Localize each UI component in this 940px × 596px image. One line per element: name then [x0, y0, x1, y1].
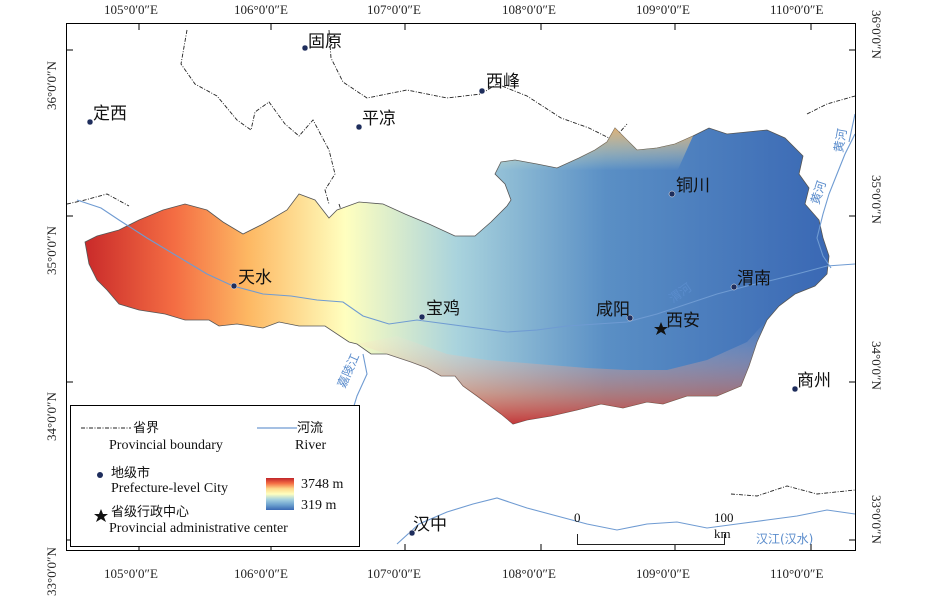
lon-tick-top-1: 105°0′0″E [104, 2, 158, 17]
lon-tick-bottom-4: 108°0′0″E [502, 566, 556, 581]
city-dot-dingxi [86, 118, 94, 126]
city-label-hanzhong: 汉中 [413, 515, 447, 535]
legend-capital-cn: 省级行政中心 [111, 505, 190, 520]
city-dot-shangzhou [791, 385, 799, 393]
lat-tick-left-1: 36°0′0″N [44, 61, 59, 110]
river-label-hanjiang: 汉江(汉水) [756, 532, 814, 546]
city-label-tianshui: 天水 [238, 268, 272, 288]
legend-river-cn: 河流 [297, 421, 324, 436]
city-dot-xianyang [626, 314, 634, 322]
city-label-pingliang: 平凉 [362, 109, 396, 129]
city-dot-hanzhong [408, 529, 416, 537]
legend-city-cn: 地级市 [111, 466, 151, 481]
legend-boundary-cn: 省界 [133, 421, 160, 436]
lon-tick-bottom-1: 105°0′0″E [104, 566, 158, 581]
city-dot-xifeng [478, 87, 486, 95]
scale-bar-line [577, 534, 725, 545]
lon-tick-top-3: 107°0′0″E [367, 2, 421, 17]
legend-capital-star [94, 509, 108, 522]
loess-plateau [491, 128, 693, 234]
lat-tick-left-4: 33°0′0″N [44, 547, 59, 596]
capital-star-xian [654, 322, 668, 335]
lat-tick-right-4: 33°0′0″N [869, 495, 884, 544]
city-label-xianyang: 咸阳 [596, 300, 630, 320]
lon-tick-bottom-6: 110°0′0″E [770, 566, 824, 581]
city-dot-pingliang [355, 123, 363, 131]
lon-tick-top-5: 109°0′0″E [636, 2, 690, 17]
city-dot-weinan [730, 283, 738, 291]
lat-tick-right-1: 36°0′0″N [869, 10, 884, 59]
legend-city-dot [97, 472, 103, 478]
frame-ticks [67, 24, 855, 550]
legend-symbols [81, 427, 297, 522]
city-label-guyuan: 固原 [308, 32, 342, 52]
lat-tick-right-3: 34°0′0″N [869, 341, 884, 390]
city-label-weinan: 渭南 [737, 269, 771, 289]
city-dot-tongchuan [668, 190, 676, 198]
elevation-map [67, 24, 855, 550]
city-label-dingxi: 定西 [93, 104, 127, 124]
lat-tick-left-3: 34°0′0″N [44, 392, 59, 441]
lat-tick-left-2: 35°0′0″N [44, 226, 59, 275]
city-label-xian: 西安 [666, 311, 700, 331]
legend-elev-max: 3748 m [301, 477, 344, 492]
scale-end-label: 100 km [714, 510, 734, 541]
map-legend: 省界 Provincial boundary 河流 River 地级市 Pref… [70, 405, 360, 547]
lon-tick-bottom-2: 106°0′0″E [234, 566, 288, 581]
legend-capital-en: Provincial administrative center [109, 521, 288, 536]
legend-elev-min: 319 m [301, 498, 337, 513]
scale-bar: 0 100 km [574, 510, 736, 550]
city-label-shangzhou: 商州 [797, 371, 831, 391]
elevation-color-ramp [266, 478, 294, 510]
city-dot-baoji [418, 313, 426, 321]
lon-tick-bottom-5: 109°0′0″E [636, 566, 690, 581]
city-dots [86, 44, 799, 537]
city-dot-guyuan [301, 44, 309, 52]
scale-start-label: 0 [574, 510, 581, 525]
rivers [76, 113, 855, 545]
qinling-mountains [357, 320, 767, 424]
lon-tick-top-6: 110°0′0″E [770, 2, 824, 17]
lon-tick-bottom-3: 107°0′0″E [367, 566, 421, 581]
city-label-tongchuan: 铜川 [676, 176, 710, 196]
lon-tick-top-4: 108°0′0″E [502, 2, 556, 17]
legend-city-en: Prefecture-level City [111, 481, 229, 496]
city-dot-tianshui [230, 282, 238, 290]
city-label-baoji: 宝鸡 [426, 299, 460, 319]
lat-tick-right-2: 35°0′0″N [869, 175, 884, 224]
lon-tick-top-2: 106°0′0″E [234, 2, 288, 17]
legend-boundary-en: Provincial boundary [109, 438, 223, 453]
legend-river-en: River [295, 438, 327, 453]
city-label-xifeng: 西峰 [486, 72, 520, 92]
